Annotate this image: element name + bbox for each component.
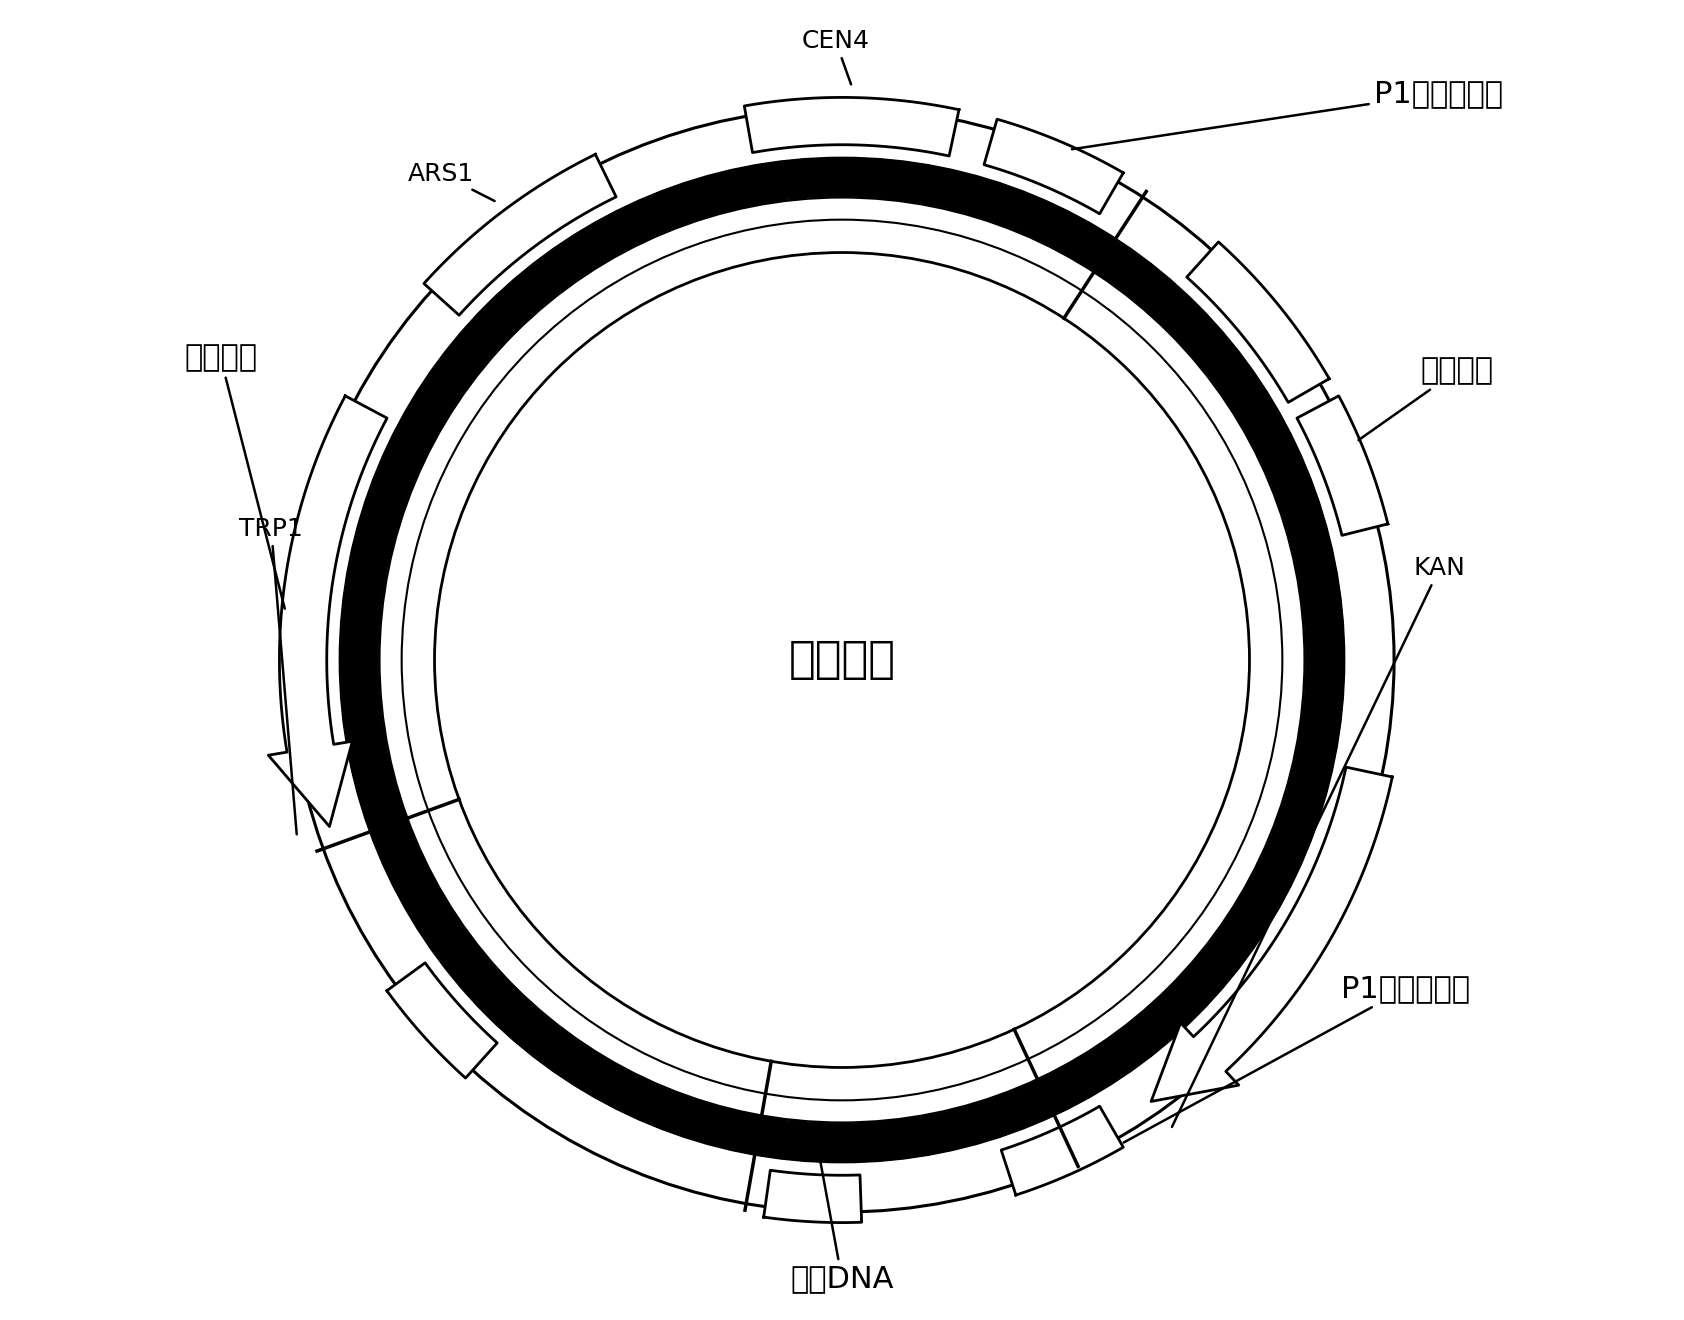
Polygon shape (424, 154, 616, 315)
Polygon shape (1297, 396, 1388, 536)
Circle shape (434, 252, 1250, 1068)
Circle shape (264, 82, 1420, 1238)
Polygon shape (744, 98, 958, 156)
Polygon shape (1002, 1106, 1123, 1195)
Polygon shape (1187, 242, 1329, 403)
Polygon shape (387, 962, 497, 1078)
Polygon shape (983, 119, 1123, 214)
Text: TRP1: TRP1 (239, 516, 303, 834)
Text: 杂合载体: 杂合载体 (788, 639, 896, 681)
Polygon shape (268, 396, 387, 826)
Polygon shape (1152, 767, 1393, 1101)
Text: 外来DNA: 外来DNA (790, 1144, 894, 1294)
Text: P1裂解复制子: P1裂解复制子 (1123, 974, 1470, 1143)
Text: KAN: KAN (1172, 556, 1465, 1127)
Text: P1质粒复制子: P1质粒复制子 (1073, 79, 1504, 149)
Text: ARS1: ARS1 (408, 161, 495, 201)
Text: 细菌元件: 细菌元件 (1359, 356, 1494, 440)
Polygon shape (765, 1171, 862, 1222)
Text: 酵母元件: 酵母元件 (184, 343, 285, 609)
Text: CEN4: CEN4 (802, 29, 869, 84)
